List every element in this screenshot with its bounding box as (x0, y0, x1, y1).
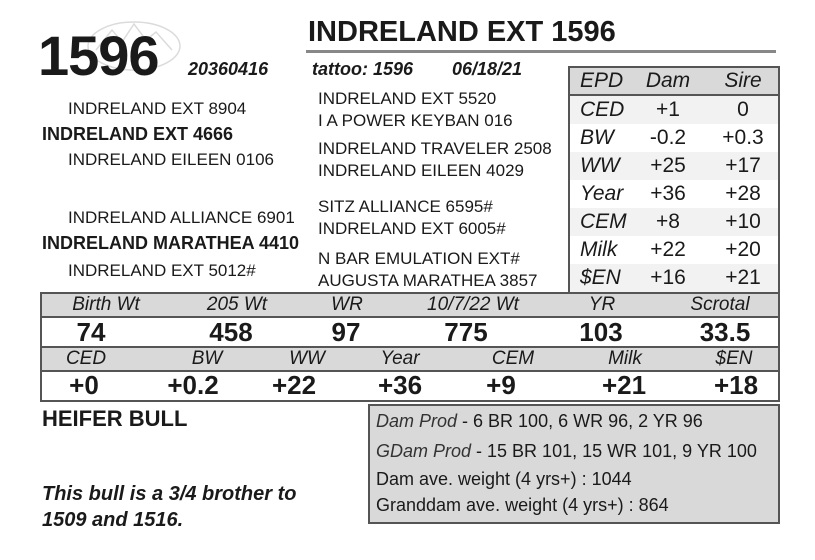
epd-row: WW +25 +17 (570, 152, 778, 180)
epd-label: Year (580, 182, 624, 205)
epd-dam-value: +16 (650, 266, 686, 289)
epd-header-label: EPD (580, 69, 624, 92)
epd-sire-value: +20 (725, 238, 761, 261)
performance-table: Birth Wt 205 Wt WR 10/7/22 Wt YR Scrotal… (40, 292, 780, 402)
epd-header: BW (191, 348, 223, 369)
animal-name-title: INDRELAND EXT 1596 (308, 16, 616, 48)
lot-number: 1596 (38, 24, 160, 87)
tattoo: tattoo: 1596 (312, 59, 414, 79)
epd-value: +9 (486, 370, 516, 400)
epd-label: $EN (580, 266, 621, 289)
dam-average-weight: Dam ave. weight (4 yrs+) : 1044 (376, 469, 632, 489)
dam-name: INDRELAND MARATHEA 4410 (42, 233, 300, 253)
epd-label: WW (580, 154, 620, 177)
sire-ggd2: INDRELAND EILEEN 4029 (318, 161, 524, 180)
dam-prod-value: - 6 BR 100, 6 WR 96, 2 YR 96 (457, 411, 703, 431)
epd-header: WW (289, 348, 325, 369)
perf-header: YR (588, 294, 616, 315)
dam-ggs1: SITZ ALLIANCE 6595# (318, 197, 493, 216)
divider (42, 346, 778, 348)
epd-value: +18 (713, 370, 759, 400)
epd-dam-value: +1 (656, 98, 680, 121)
epd-sire-value: +28 (725, 182, 761, 205)
epd-row: BW -0.2 +0.3 (570, 124, 778, 152)
epd-dam-value: +8 (656, 210, 680, 233)
epd-header-dam: Dam (645, 69, 691, 92)
dam-ggd2: AUGUSTA MARATHEA 3857 (318, 271, 538, 290)
gdam-prod-label: GDam Prod (376, 441, 472, 461)
sire-ggs2: INDRELAND TRAVELER 2508 (318, 139, 552, 158)
sire-ggs1: INDRELAND EXT 5520 (318, 89, 497, 108)
sire-name: INDRELAND EXT 4666 (42, 124, 234, 144)
sibling-note: This bull is a 3/4 brother to 1509 and 1… (42, 483, 297, 531)
dam-granddam: INDRELAND EXT 5012# (68, 261, 256, 280)
title-divider (306, 50, 776, 53)
epd-label: CED (580, 98, 625, 121)
performance-header-band (42, 294, 778, 316)
dam-grandsire: INDRELAND ALLIANCE 6901 (68, 208, 295, 227)
epd-row: CEM +8 +10 (570, 208, 778, 236)
epd-row: Milk +22 +20 (570, 236, 778, 264)
granddam-average-weight: Granddam ave. weight (4 yrs+) : 864 (376, 495, 669, 515)
epd-row: CED +1 0 (570, 96, 778, 124)
epd-dam-value: +25 (650, 154, 686, 177)
perf-value: 33.5 (699, 317, 751, 347)
dam-ggd1: INDRELAND EXT 6005# (318, 219, 506, 238)
divider (42, 316, 778, 318)
perf-header: Birth Wt (72, 294, 140, 315)
epd-header-sire: Sire (724, 69, 762, 92)
epd-sire-value: 0 (737, 98, 749, 121)
epd-header: $EN (715, 348, 753, 369)
epd-row: Year +36 +28 (570, 180, 778, 208)
production-box: Dam Prod - 6 BR 100, 6 WR 96, 2 YR 96 GD… (368, 404, 780, 524)
epd-value: +22 (271, 370, 317, 400)
perf-header: WR (331, 294, 363, 315)
sire-grandsire: INDRELAND EXT 8904 (68, 99, 247, 118)
ranch-logo (87, 21, 181, 71)
epd-header: CEM (491, 348, 535, 369)
sire-ggd1: I A POWER KEYBAN 016 (318, 111, 513, 130)
perf-value: 458 (209, 317, 253, 347)
birth-date: 06/18/21 (452, 59, 523, 79)
gdam-prod-value: - 15 BR 101, 15 WR 101, 9 YR 100 (471, 441, 757, 461)
perf-header: Scrotal (690, 294, 750, 315)
epd-header-band (42, 348, 778, 370)
epd-sire-value: +17 (725, 154, 761, 177)
parent-epd-table: EPD Dam Sire CED +1 0 BW -0.2 +0.3 WW +2… (568, 66, 780, 294)
epd-sire-value: +21 (725, 266, 761, 289)
epd-header: CED (65, 348, 107, 369)
epd-label: Milk (580, 238, 618, 261)
epd-sire-value: +0.3 (722, 126, 764, 149)
dam-production: Dam Prod - 6 BR 100, 6 WR 96, 2 YR 96 (376, 410, 703, 432)
epd-value: +0.2 (167, 370, 219, 400)
sire-granddam: INDRELAND EILEEN 0106 (68, 150, 274, 169)
granddam-production: GDam Prod - 15 BR 101, 15 WR 101, 9 YR 1… (376, 440, 757, 462)
registration-number: 20360416 (188, 59, 269, 79)
perf-value: 775 (444, 317, 488, 347)
perf-header: 10/7/22 Wt (427, 294, 519, 315)
epd-value: +36 (377, 370, 423, 400)
epd-header: Year (380, 348, 420, 369)
dam-prod-label: Dam Prod (376, 411, 458, 431)
perf-value: 103 (579, 317, 623, 347)
epd-table-header: EPD Dam Sire (570, 68, 778, 96)
epd-dam-value: +22 (650, 238, 686, 261)
epd-dam-value: +36 (650, 182, 686, 205)
epd-label: CEM (580, 210, 627, 233)
perf-value: 74 (76, 317, 106, 347)
dam-ggs2: N BAR EMULATION EXT# (318, 249, 520, 268)
perf-value: 97 (331, 317, 361, 347)
divider (42, 370, 778, 372)
epd-dam-value: -0.2 (649, 126, 687, 149)
perf-header: 205 Wt (206, 294, 268, 315)
epd-sire-value: +10 (725, 210, 761, 233)
epd-row: $EN +16 +21 (570, 264, 778, 292)
epd-header: Milk (608, 348, 642, 369)
heifer-bull-label: HEIFER BULL (42, 406, 188, 431)
epd-value: +0 (69, 370, 99, 400)
epd-value: +21 (601, 370, 647, 400)
epd-label: BW (580, 126, 614, 149)
